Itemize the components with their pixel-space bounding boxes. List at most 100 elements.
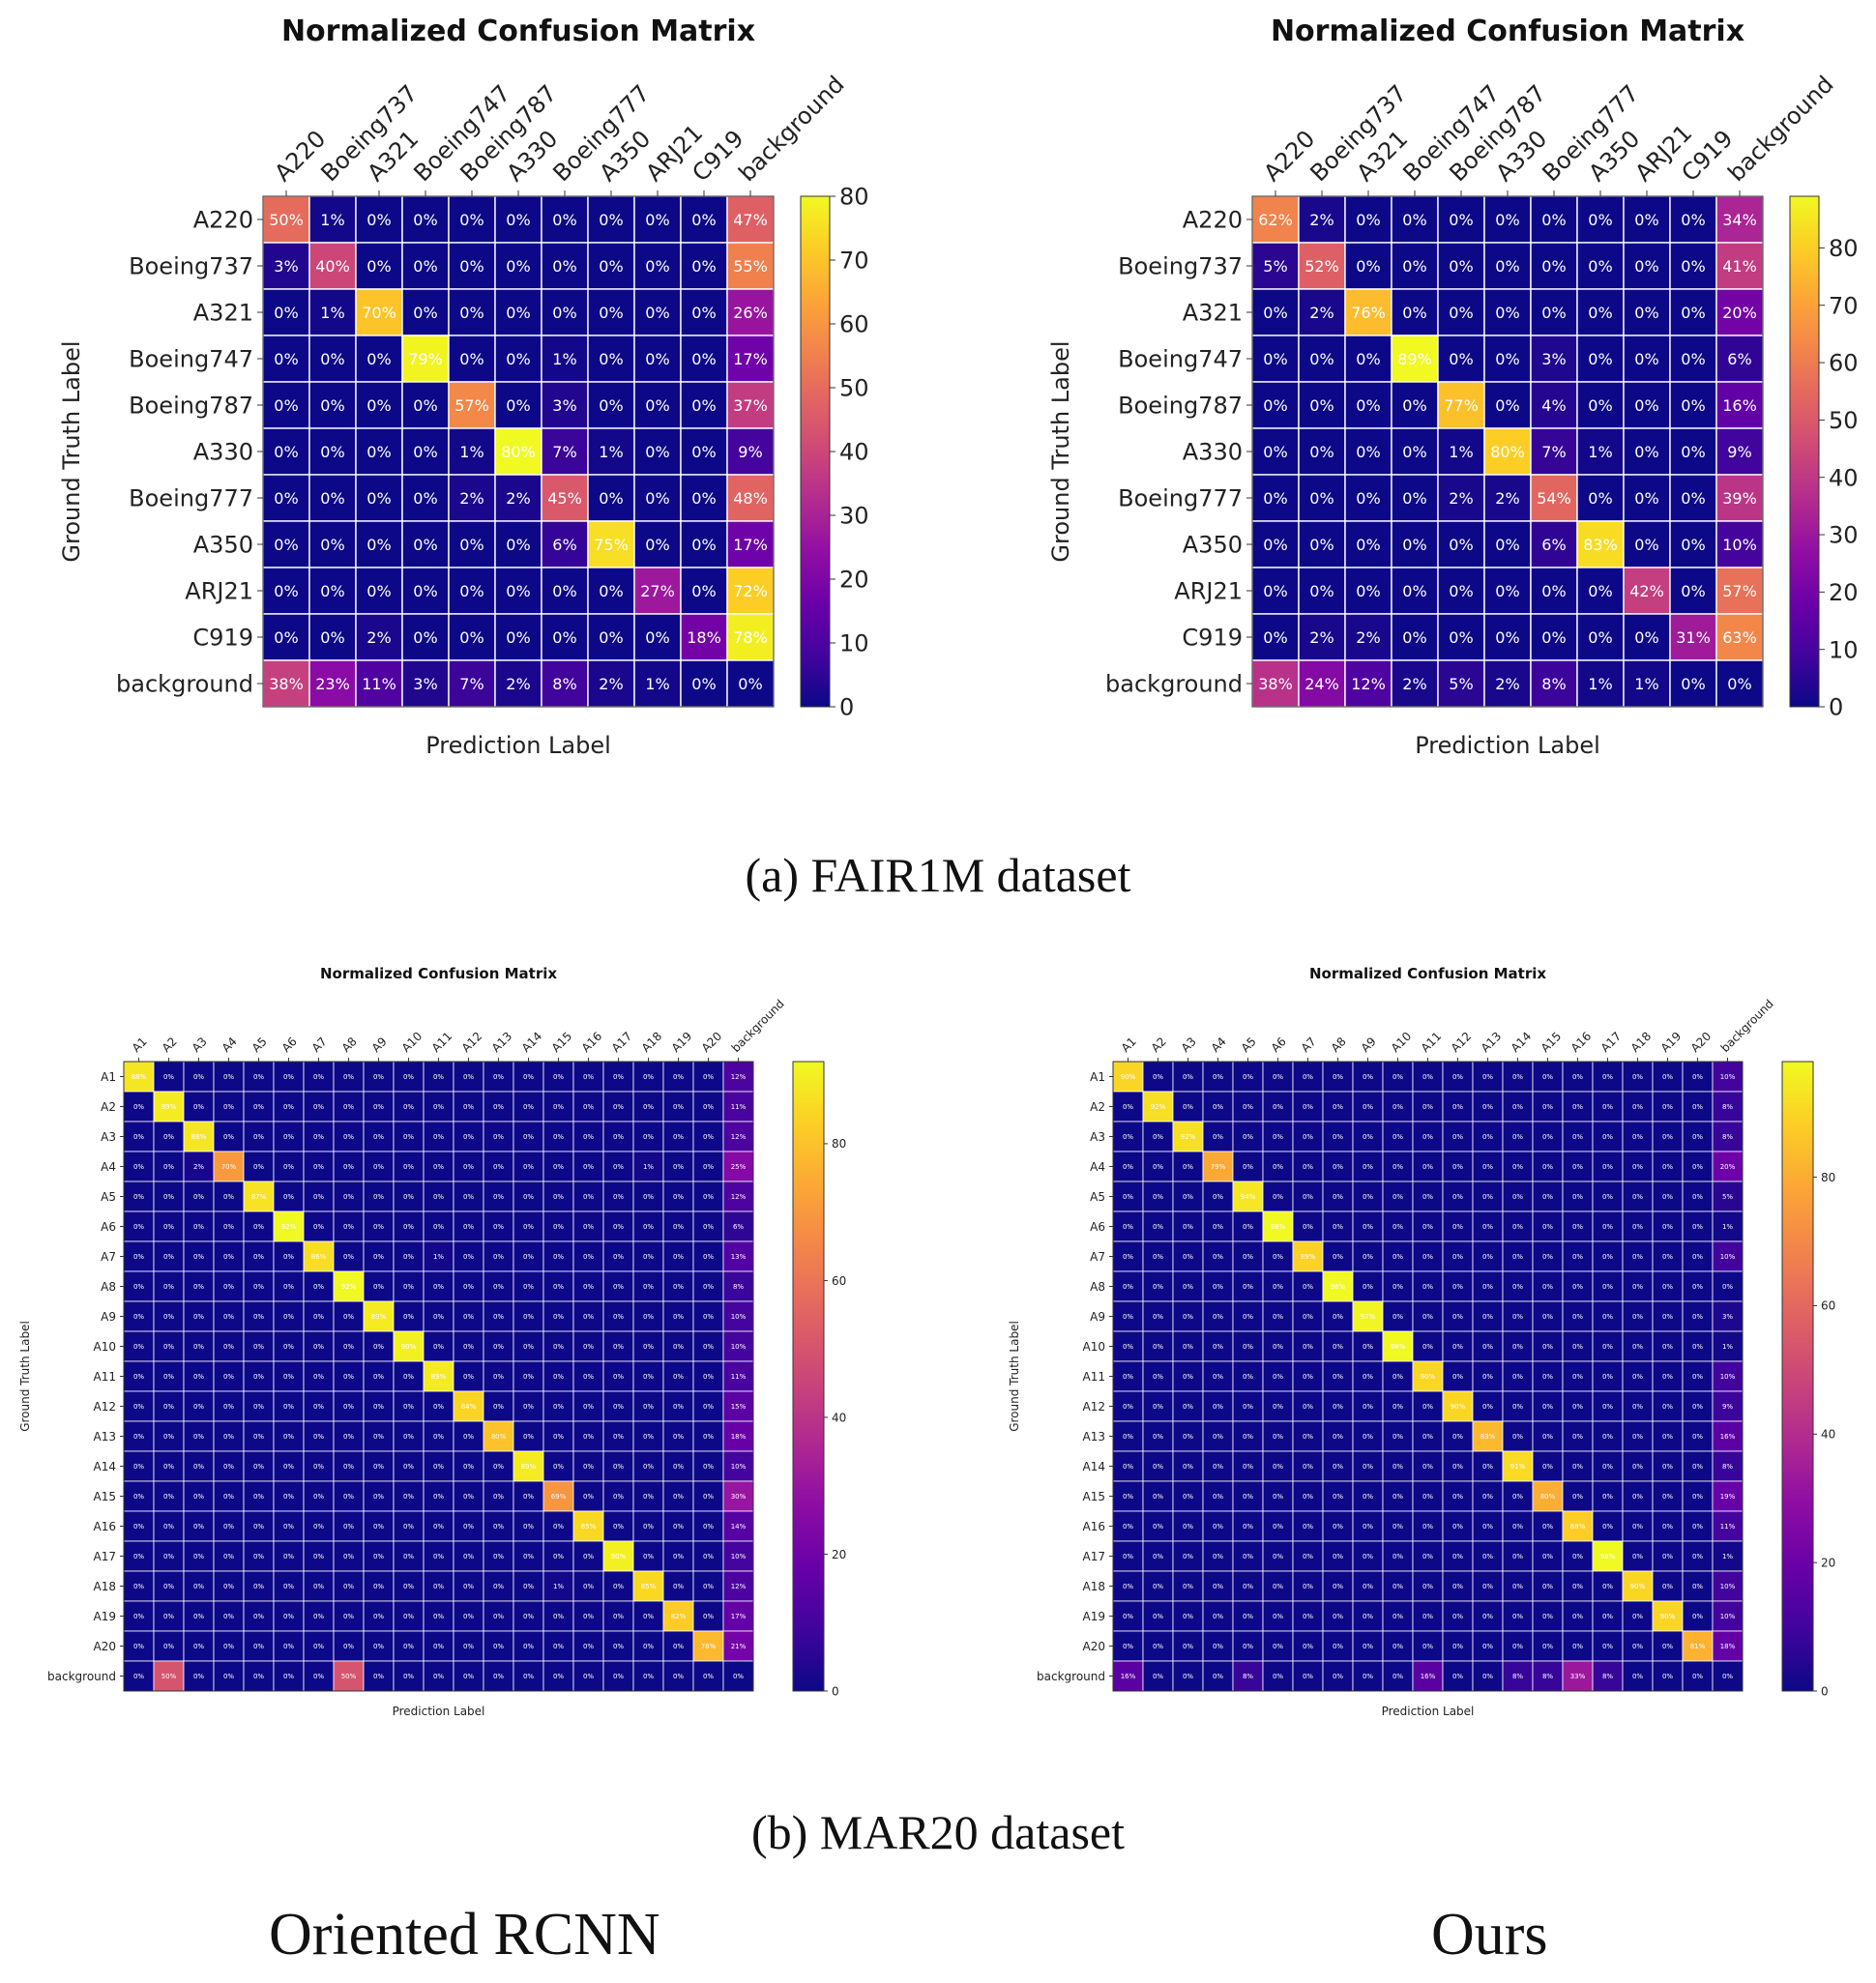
matrix-cell [1382, 1600, 1414, 1632]
cell-value-label: 0% [373, 1493, 384, 1501]
cell-value-label: 0% [1632, 1133, 1643, 1141]
cell-value-label: 0% [1602, 1493, 1613, 1501]
matrix-cell [423, 1300, 454, 1332]
matrix-cell [1202, 1450, 1234, 1482]
cell-value-label: 0% [459, 304, 484, 322]
cell-value-label: 0% [459, 257, 484, 276]
matrix-cell [273, 1450, 305, 1482]
matrix-cell [483, 1390, 514, 1422]
matrix-cell [1483, 242, 1532, 290]
matrix-cell [262, 567, 310, 615]
cell-value-label: 0% [1572, 1253, 1583, 1261]
cell-value-label: 0% [1392, 1373, 1403, 1381]
matrix-cell [1412, 1360, 1444, 1392]
cell-value-label: 0% [1662, 1643, 1673, 1650]
cell-value-label: 0% [493, 1253, 504, 1261]
matrix-cell [423, 1061, 454, 1093]
x-tick-label-background: background [1718, 997, 1776, 1055]
colorbar-tick-label: 40 [839, 439, 869, 466]
cell-value-label: 0% [1542, 1193, 1553, 1201]
cell-value-label: 0% [583, 1673, 594, 1680]
cell-value-label: 31% [1676, 628, 1711, 647]
cell-value-label: 0% [613, 1253, 624, 1261]
cell-value-label: 0% [223, 1643, 234, 1650]
cell-value-label: 0% [463, 1433, 474, 1441]
matrix-cell [183, 1450, 215, 1482]
matrix-cell [1298, 288, 1346, 336]
cell-value-label: 0% [599, 304, 623, 322]
cell-value-label: 0% [1495, 628, 1519, 647]
y-tick-label-a13: A13 [94, 1430, 116, 1444]
cell-value-label: 0% [1495, 350, 1519, 368]
cell-value-label: 0% [1452, 1553, 1463, 1560]
cell-value-label: 0% [463, 1553, 474, 1560]
matrix-cell [662, 1600, 694, 1632]
y-tick-label-a15: A15 [94, 1490, 116, 1503]
matrix-cell [273, 1181, 305, 1212]
chart-title: Normalized Confusion Matrix [281, 15, 755, 48]
cell-value-label: 0% [1681, 350, 1705, 368]
matrix-cell [423, 1390, 454, 1422]
matrix-cell [401, 613, 450, 661]
matrix-cell [541, 520, 589, 569]
cell-value-label: 0% [1263, 443, 1287, 461]
cell-value-label: 0% [1602, 1523, 1613, 1531]
matrix-cell [587, 520, 635, 569]
cell-value-label: 0% [553, 1343, 564, 1351]
matrix-cell [213, 1240, 245, 1272]
cell-value-label: 0% [133, 1493, 144, 1501]
cell-value-label: 0% [1273, 1523, 1283, 1531]
matrix-cell [1442, 1630, 1474, 1662]
matrix-cell [213, 1300, 245, 1332]
cell-value-label: 81% [1690, 1643, 1706, 1650]
cell-value-label: 89% [1301, 1253, 1316, 1261]
matrix-cell [1576, 567, 1625, 615]
cell-value-label: 0% [703, 1403, 714, 1411]
matrix-cell [243, 1450, 275, 1482]
matrix-cell [1483, 659, 1532, 708]
cell-value-label: 0% [1183, 1493, 1193, 1501]
y-tick-label-a10: A10 [94, 1340, 116, 1354]
cell-value-label: 0% [433, 1073, 444, 1081]
matrix-cell [483, 1330, 514, 1362]
matrix-cell [243, 1420, 275, 1452]
matrix-cell [1232, 1540, 1264, 1572]
matrix-cell [308, 381, 357, 429]
matrix-cell [1437, 659, 1485, 708]
cell-value-label: 0% [1495, 304, 1519, 322]
cell-value-label: 0% [163, 1133, 174, 1141]
cell-value-label: 0% [613, 1373, 624, 1381]
cell-value-label: 0% [1333, 1163, 1343, 1171]
cell-value-label: 38% [269, 675, 304, 693]
cell-value-label: 6% [1541, 536, 1566, 554]
cell-value-label: 54% [1537, 489, 1571, 508]
cell-value-label: 0% [1634, 350, 1658, 368]
cell-value-label: 0% [506, 536, 530, 554]
matrix-cell [1562, 1630, 1594, 1662]
cell-value-label: 0% [1632, 1193, 1643, 1201]
cell-value-label: 0% [613, 1403, 624, 1411]
matrix-cell [1142, 1151, 1174, 1182]
cell-value-label: 1% [645, 675, 669, 693]
matrix-cell [1682, 1151, 1714, 1182]
cell-value-label: 0% [163, 1193, 174, 1201]
cell-value-label: 0% [373, 1163, 384, 1171]
matrix-cell [1412, 1420, 1444, 1452]
matrix-cell [587, 195, 635, 244]
cell-value-label: 0% [1422, 1403, 1433, 1411]
matrix-cell [722, 1510, 754, 1542]
cell-value-label: 42% [1629, 582, 1664, 600]
cell-value-label: 0% [1542, 1163, 1553, 1171]
cell-value-label: 0% [1512, 1433, 1523, 1441]
cell-value-label: 0% [1213, 1553, 1223, 1560]
cell-value-label: 0% [366, 536, 391, 554]
cell-value-label: 0% [691, 675, 716, 693]
cell-value-label: 0% [283, 1133, 294, 1141]
matrix-cell [1322, 1330, 1354, 1362]
cell-value-label: 0% [493, 1463, 504, 1471]
cell-value-label: 0% [1632, 1283, 1643, 1291]
matrix-cell [1502, 1630, 1534, 1662]
y-tick-label-a4: A4 [101, 1160, 116, 1174]
x-tick-label-a16: A16 [1568, 1030, 1595, 1056]
cell-value-label: 0% [1542, 1073, 1553, 1081]
